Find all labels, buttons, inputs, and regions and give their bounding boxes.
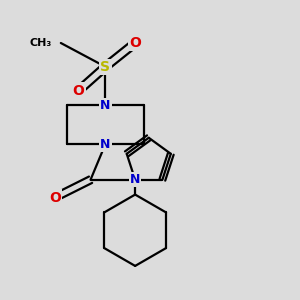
Text: O: O — [49, 190, 61, 205]
Text: N: N — [100, 138, 111, 151]
Text: O: O — [129, 36, 141, 50]
Text: CH₃: CH₃ — [30, 38, 52, 48]
Text: S: S — [100, 60, 110, 74]
Text: N: N — [130, 173, 140, 186]
Text: O: O — [73, 84, 85, 98]
Text: N: N — [100, 99, 111, 112]
